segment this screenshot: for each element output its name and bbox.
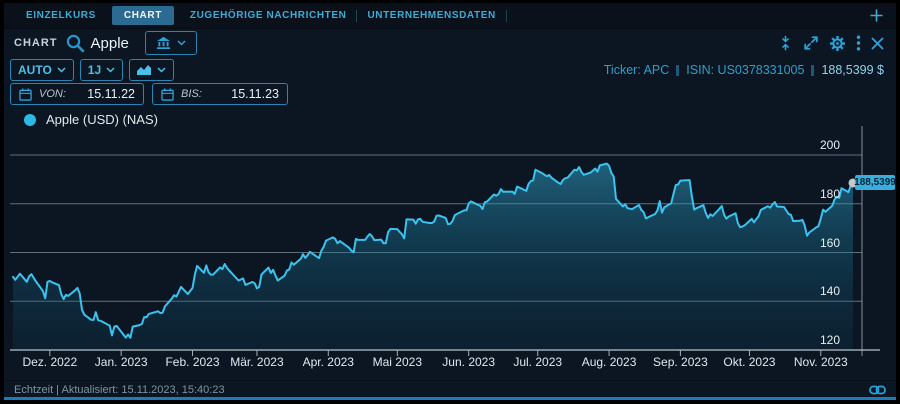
link-icon[interactable] bbox=[869, 385, 886, 395]
current-price: 188,5399 $ bbox=[821, 63, 884, 77]
chevron-down-icon bbox=[106, 67, 115, 73]
date-to-field[interactable]: BIS: 15.11.23 bbox=[152, 83, 288, 105]
tab-einzelkurs[interactable]: EINZELKURS bbox=[26, 10, 96, 21]
controls-row: AUTO 1J Ticker: APC bbox=[4, 59, 896, 81]
separator bbox=[676, 64, 680, 76]
price-line bbox=[12, 162, 854, 339]
x-axis-label: Dez. 2022 bbox=[22, 355, 78, 369]
y-axis-label: 120 bbox=[819, 333, 840, 347]
price-chart-svg bbox=[10, 126, 880, 356]
y-axis-label: 140 bbox=[819, 284, 840, 299]
last-price-badge: 188,5399 bbox=[854, 175, 896, 191]
search-value: Apple bbox=[90, 34, 129, 52]
chevron-down-icon bbox=[57, 67, 66, 73]
tab-divider bbox=[356, 9, 358, 22]
time-range-dropdown[interactable]: 1J bbox=[79, 59, 124, 81]
close-icon[interactable] bbox=[871, 37, 884, 50]
tab-divider bbox=[505, 9, 507, 22]
tab-unternehmensdaten[interactable]: UNTERNEHMENSDATEN bbox=[367, 10, 496, 21]
chart-panel: EINZELKURS CHART ZUGEHÖRIGE NACHRICHTEN … bbox=[4, 3, 896, 400]
y-axis-label: 180 bbox=[819, 186, 840, 201]
scale-mode-dropdown[interactable]: AUTO bbox=[10, 59, 74, 81]
date-to-label: BIS: bbox=[181, 88, 202, 100]
isin-text: ISIN: US0378331005 bbox=[686, 63, 805, 77]
dates-row: VON: 15.11.22 BIS: 15.11.23 bbox=[4, 83, 896, 105]
x-axis-label: Feb. 2023 bbox=[165, 355, 220, 369]
date-to-value: 15.11.23 bbox=[231, 87, 279, 101]
x-axis-label: Okt. 2023 bbox=[723, 355, 776, 369]
chart-header-row: CHART Apple bbox=[4, 29, 896, 57]
date-from-label: VON: bbox=[39, 88, 66, 100]
bank-icon bbox=[156, 36, 171, 50]
kebab-menu-icon[interactable] bbox=[856, 35, 861, 51]
bottom-accent-bar bbox=[4, 397, 896, 400]
chevron-down-icon bbox=[157, 67, 166, 73]
status-bar: Echtzeit | Aktualisiert: 15.11.2023, 15:… bbox=[4, 380, 896, 398]
tab-chart[interactable]: CHART bbox=[111, 6, 174, 25]
gear-icon[interactable] bbox=[829, 35, 846, 52]
x-axis-label: Jan. 2023 bbox=[94, 355, 148, 369]
exchange-dropdown[interactable] bbox=[144, 31, 197, 55]
x-axis-label: Nov. 2023 bbox=[793, 355, 848, 369]
calendar-icon bbox=[19, 87, 32, 101]
x-axis-label: Aug. 2023 bbox=[581, 355, 637, 369]
x-axis-label: Sep. 2023 bbox=[653, 355, 708, 369]
ticker-text: Ticker: APC bbox=[603, 63, 670, 77]
x-axis-label: Jun. 2023 bbox=[442, 355, 496, 369]
date-from-field[interactable]: VON: 15.11.22 bbox=[10, 83, 144, 105]
panel-title: CHART bbox=[14, 37, 58, 49]
separator bbox=[811, 64, 815, 76]
x-axis-label: Apr. 2023 bbox=[302, 355, 354, 369]
legend-label: Apple (USD) (NAS) bbox=[46, 112, 158, 127]
status-text: Echtzeit | Aktualisiert: 15.11.2023, 15:… bbox=[14, 383, 225, 396]
x-axis-label: Mär. 2023 bbox=[230, 355, 284, 369]
legend-item[interactable]: Apple (USD) (NAS) bbox=[24, 112, 158, 127]
date-from-value: 15.11.22 bbox=[87, 87, 135, 101]
legend-dot bbox=[24, 113, 36, 126]
price-area-fill bbox=[13, 163, 853, 350]
search-input[interactable]: Apple bbox=[66, 34, 129, 53]
chart-type-dropdown[interactable] bbox=[129, 59, 175, 81]
x-axis-label: Jul. 2023 bbox=[513, 355, 563, 369]
y-axis-label: 200 bbox=[819, 138, 840, 153]
plus-icon[interactable] bbox=[869, 8, 884, 23]
calendar-icon bbox=[161, 87, 174, 101]
tab-zugehoerige-nachrichten[interactable]: ZUGEHÖRIGE NACHRICHTEN bbox=[189, 10, 347, 21]
price-chart[interactable]: 188,5399 120 140 160 180 200 Dez. 2022 Jan. 20… bbox=[4, 3, 896, 399]
instrument-info: Ticker: APC ISIN: US0378331005 188,5399 … bbox=[604, 63, 884, 77]
search-icon bbox=[66, 34, 85, 53]
scale-mode-value: AUTO bbox=[18, 63, 52, 77]
time-range-value: 1J bbox=[87, 63, 102, 77]
y-axis-label: 160 bbox=[819, 235, 840, 250]
collapse-vertical-icon[interactable] bbox=[778, 35, 793, 51]
x-axis-label: Mai 2023 bbox=[372, 355, 423, 369]
chevron-down-icon bbox=[177, 40, 186, 46]
area-chart-icon bbox=[137, 64, 152, 76]
expand-icon[interactable] bbox=[803, 35, 819, 51]
chart-toolbar-icons bbox=[778, 35, 884, 52]
tab-bar: EINZELKURS CHART ZUGEHÖRIGE NACHRICHTEN … bbox=[4, 3, 896, 29]
